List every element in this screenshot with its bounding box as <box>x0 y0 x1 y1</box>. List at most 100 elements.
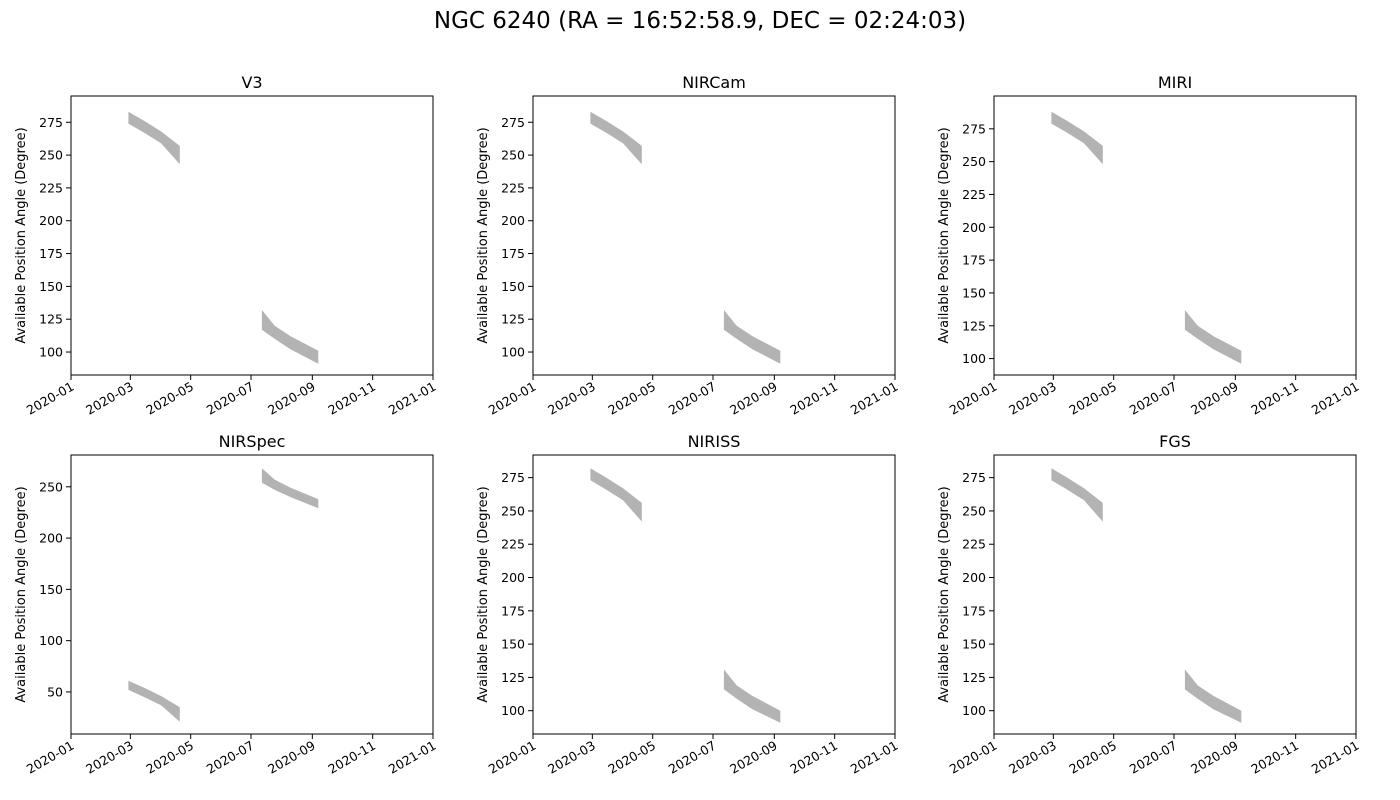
x-tick-label: 2020-07 <box>204 738 257 777</box>
y-tick-label: 200 <box>501 213 525 228</box>
y-axis-label: Available Position Angle (Degree) <box>937 127 952 343</box>
y-tick-label: 175 <box>501 246 525 261</box>
y-axis-label: Available Position Angle (Degree) <box>476 486 491 702</box>
y-tick-label: 175 <box>962 603 986 618</box>
y-tick-label: 100 <box>39 345 63 360</box>
y-tick-label: 250 <box>962 503 986 518</box>
y-tick-label: 200 <box>962 570 986 585</box>
availability-band-2 <box>1184 669 1242 723</box>
x-tick-label: 2020-09 <box>265 379 318 418</box>
y-tick-label: 250 <box>39 479 63 494</box>
x-tick-label: 2020-07 <box>204 379 257 418</box>
y-tick-label: 125 <box>39 312 63 327</box>
y-tick-label: 200 <box>39 531 63 546</box>
y-tick-label: 225 <box>501 537 525 552</box>
x-tick-label: 2020-09 <box>1188 738 1241 777</box>
x-tick-label: 2020-05 <box>1066 379 1119 418</box>
y-tick-label: 150 <box>962 285 986 300</box>
x-tick-label: 2020-01 <box>486 379 539 418</box>
y-tick-label: 175 <box>39 246 63 261</box>
y-tick-label: 150 <box>501 637 525 652</box>
availability-band-1 <box>590 111 642 165</box>
y-tick-label: 150 <box>501 279 525 294</box>
y-axis-label: Available Position Angle (Degree) <box>14 127 29 343</box>
plot-frame <box>70 95 434 376</box>
availability-band-1 <box>590 468 642 522</box>
x-tick-label: 2020-11 <box>325 738 378 777</box>
x-tick-label: 2020-01 <box>486 738 539 777</box>
figure-title: NGC 6240 (RA = 16:52:58.9, DEC = 02:24:0… <box>433 8 967 34</box>
availability-band-1 <box>1051 468 1103 522</box>
y-tick-label: 200 <box>501 570 525 585</box>
subplot-title: FGS <box>1159 432 1191 451</box>
y-tick-label: 100 <box>39 633 63 648</box>
y-axis-label: Available Position Angle (Degree) <box>937 486 952 702</box>
x-tick-label: 2020-07 <box>1127 379 1180 418</box>
subplot-title: MIRI <box>1158 73 1192 92</box>
subplot-title: NIRISS <box>688 432 741 451</box>
x-tick-label: 2021-01 <box>386 379 439 418</box>
x-tick-label: 2021-01 <box>1309 379 1362 418</box>
y-tick-label: 100 <box>962 703 986 718</box>
y-tick-label: 125 <box>962 318 986 333</box>
x-tick-label: 2020-09 <box>727 379 780 418</box>
x-tick-label: 2020-09 <box>1188 379 1241 418</box>
x-tick-label: 2020-07 <box>1127 738 1180 777</box>
x-tick-label: 2020-11 <box>325 379 378 418</box>
y-tick-label: 200 <box>962 220 986 235</box>
x-tick-label: 2020-11 <box>787 738 840 777</box>
availability-band-2 <box>261 468 319 509</box>
subplot-title: V3 <box>241 73 262 92</box>
plot-frame <box>532 454 896 735</box>
plot-frame <box>532 95 896 376</box>
subplot-title: NIRCam <box>682 73 746 92</box>
y-tick-label: 175 <box>501 603 525 618</box>
y-tick-label: 175 <box>962 253 986 268</box>
y-tick-label: 275 <box>39 115 63 130</box>
y-tick-label: 250 <box>501 503 525 518</box>
x-tick-label: 2020-03 <box>1006 379 1059 418</box>
y-tick-label: 250 <box>501 148 525 163</box>
y-tick-label: 100 <box>501 703 525 718</box>
x-tick-label: 2020-01 <box>947 738 1000 777</box>
y-tick-label: 50 <box>47 684 63 699</box>
x-tick-label: 2020-03 <box>545 738 598 777</box>
subplot-v3: V3 100 125 150 175 200 225 250 275 2020-01 2020-03… <box>14 73 439 418</box>
x-tick-label: 2020-11 <box>1248 738 1301 777</box>
x-tick-label: 2020-05 <box>143 379 196 418</box>
y-tick-label: 125 <box>501 670 525 685</box>
x-tick-label: 2020-05 <box>605 379 658 418</box>
x-tick-label: 2021-01 <box>1309 738 1362 777</box>
x-tick-label: 2020-11 <box>1248 379 1301 418</box>
availability-band-2 <box>723 669 781 723</box>
x-tick-label: 2020-07 <box>666 379 719 418</box>
availability-band-1 <box>128 111 180 165</box>
y-tick-label: 250 <box>39 148 63 163</box>
y-tick-label: 225 <box>962 187 986 202</box>
y-tick-label: 275 <box>962 470 986 485</box>
plot-frame <box>70 454 434 735</box>
subplot-title: NIRSpec <box>219 432 286 451</box>
y-axis-label: Available Position Angle (Degree) <box>14 486 29 702</box>
y-tick-label: 275 <box>962 121 986 136</box>
y-tick-label: 275 <box>501 115 525 130</box>
y-tick-label: 125 <box>962 670 986 685</box>
plot-frame <box>993 95 1357 376</box>
availability-band-2 <box>1184 310 1242 364</box>
x-tick-label: 2021-01 <box>848 738 901 777</box>
x-tick-label: 2020-03 <box>83 738 136 777</box>
x-tick-label: 2020-09 <box>265 738 318 777</box>
y-tick-label: 225 <box>962 537 986 552</box>
x-tick-label: 2020-05 <box>605 738 658 777</box>
x-tick-label: 2021-01 <box>848 379 901 418</box>
x-tick-label: 2020-01 <box>947 379 1000 418</box>
x-tick-label: 2020-01 <box>24 738 77 777</box>
y-tick-label: 225 <box>501 180 525 195</box>
y-axis-label: Available Position Angle (Degree) <box>476 127 491 343</box>
x-tick-label: 2020-05 <box>1066 738 1119 777</box>
